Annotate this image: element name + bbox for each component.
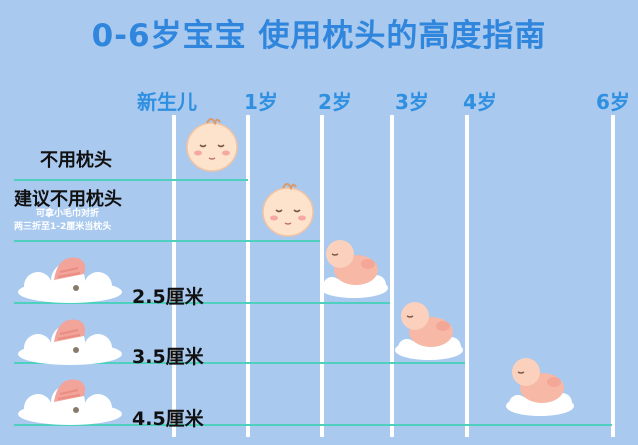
age-label-newborn: 新生儿	[137, 90, 197, 114]
baby-face-icon	[186, 118, 238, 172]
row-label-no-pillow: 不用枕头	[40, 150, 112, 171]
gridline-4	[465, 115, 469, 437]
baby-face-icon	[262, 183, 314, 237]
baseline-row-1	[14, 179, 248, 181]
sleeping-baby-on-cloud-icon	[395, 302, 463, 360]
age-label-6: 6岁	[596, 90, 630, 114]
baseline-row-3	[14, 302, 390, 304]
baseline-row-2	[14, 240, 320, 242]
row-label-4-5cm: 4.5厘米	[132, 408, 204, 430]
age-label-3: 3岁	[395, 90, 429, 114]
row-label-suggest-no-pillow: 建议不用枕头	[14, 189, 122, 210]
row-note-line-2: 两三折至1-2厘米当枕头	[14, 222, 112, 232]
gridline-6	[611, 115, 615, 437]
age-label-4: 4岁	[463, 90, 497, 114]
pillow-cloud-icon	[18, 257, 122, 303]
age-label-2: 2岁	[318, 90, 352, 114]
sleeping-baby-on-cloud-icon	[506, 358, 574, 416]
gridline-newborn	[172, 115, 176, 437]
row-label-2-5cm: 2.5厘米	[132, 286, 204, 308]
baseline-row-4	[14, 362, 465, 364]
age-label-1: 1岁	[244, 90, 278, 114]
baseline-row-5	[14, 424, 612, 426]
pillow-cloud-icon	[18, 319, 122, 365]
gridline-3	[390, 115, 394, 437]
gridline-2	[320, 115, 324, 437]
chart-title: 0-6岁宝宝 使用枕头的高度指南	[91, 18, 547, 54]
pillow-cloud-icon	[18, 379, 122, 425]
gridline-1	[246, 115, 250, 437]
row-label-3-5cm: 3.5厘米	[132, 346, 204, 368]
sleeping-baby-on-cloud-icon	[320, 240, 388, 298]
row-note-line-1: 可拿小毛巾对折	[36, 209, 100, 219]
